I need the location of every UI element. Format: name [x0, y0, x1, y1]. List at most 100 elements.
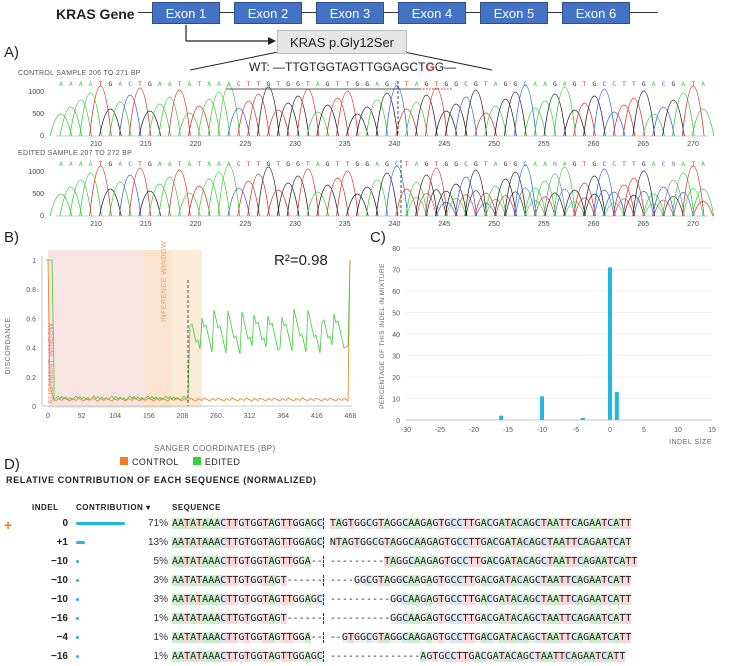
peak — [197, 98, 221, 137]
wt-suffix: G— — [434, 60, 457, 74]
secondary-peak — [584, 193, 605, 217]
b-y-tick: 0.4 — [26, 346, 36, 353]
base-letter: T — [197, 161, 201, 168]
peak — [148, 103, 171, 137]
base-letter: A — [375, 161, 379, 168]
peak — [178, 192, 201, 217]
table-row[interactable]: −10 3% AATATAAACTTGTGGTAGT------ ----GGCGT… — [0, 572, 742, 590]
table-row[interactable]: −10 5% AATATAAACTTGTGGTAGTTGGA-- ---------… — [0, 553, 742, 571]
peak — [662, 179, 685, 217]
peak — [484, 185, 507, 217]
secondary-peak — [515, 187, 536, 217]
panel-b-label: B) — [4, 229, 19, 246]
x-tick: 250 — [488, 221, 500, 228]
indel-bar — [608, 267, 612, 420]
contribution-percent: 13% — [148, 537, 169, 548]
base-letter: A — [79, 81, 83, 88]
base-letter: G — [286, 81, 290, 88]
peak — [434, 190, 458, 217]
c-x-tick: -30 — [401, 427, 411, 434]
table-row[interactable]: −16 1% AATATAAACTTGTGGTAGTTGGAGC ---------… — [0, 648, 742, 666]
peak — [326, 97, 349, 137]
peak — [237, 180, 260, 217]
secondary-peak — [643, 203, 664, 217]
base-letter: G — [286, 161, 290, 168]
table-row[interactable]: 0 71% AATATAAACTTGTGGTAGTTGGAGC TAGTGGCGTA… — [0, 515, 742, 533]
contribution-bar — [76, 522, 125, 525]
base-letter: T — [484, 161, 488, 168]
base-letter: G — [365, 81, 369, 88]
exon-6: Exon 6 — [562, 2, 630, 24]
peak — [306, 191, 330, 217]
b-x-tick: 0 — [46, 413, 50, 420]
c-x-tick: 10 — [674, 427, 682, 434]
peak — [326, 177, 349, 217]
col-contribution[interactable]: CONTRIBUTION ▾ — [76, 503, 151, 512]
peak — [276, 182, 300, 217]
c-x-tick: -15 — [503, 427, 513, 434]
base-letter: G — [296, 81, 300, 88]
x-tick: 235 — [339, 221, 351, 228]
base-letter: C — [237, 81, 241, 88]
contribution-percent: 1% — [153, 651, 168, 662]
peak — [672, 92, 695, 137]
contribution-bar — [76, 636, 79, 639]
base-letter: A — [227, 161, 231, 168]
base-letter: A — [494, 81, 498, 88]
x-tick: 220 — [190, 141, 202, 148]
base-letter: A — [681, 81, 685, 88]
indel-value: −10 — [51, 594, 68, 605]
table-row[interactable]: +1 13% AATATAAACTTGTGGTAGTTGGAGC NTAGTGGCG… — [0, 534, 742, 552]
base-letter: C — [237, 161, 241, 168]
edited-series-line — [46, 259, 351, 401]
base-letter: A — [168, 161, 172, 168]
peak — [49, 113, 73, 137]
panel-d-label: D) — [4, 456, 20, 473]
peak — [79, 92, 102, 137]
x-tick: 245 — [438, 221, 450, 228]
indel-value: −10 — [51, 556, 68, 567]
peak — [49, 193, 73, 217]
contribution-percent: 3% — [153, 575, 168, 586]
base-letter: C — [523, 161, 527, 168]
peak — [612, 184, 636, 217]
c-x-tick: 0 — [608, 427, 612, 434]
secondary-peak — [594, 190, 615, 217]
peak — [217, 84, 241, 137]
base-letter: G — [326, 81, 330, 88]
secondary-peak — [613, 198, 635, 217]
peak — [355, 106, 379, 137]
base-letter: G — [513, 81, 517, 88]
peak — [316, 104, 339, 137]
base-letter: T — [336, 81, 340, 88]
base-letter: G — [672, 81, 676, 88]
peak — [405, 101, 428, 137]
table-row[interactable]: −4 1% AATATAAACTTGTGGTAGTTGGA-- --GTGGCGTA… — [0, 629, 742, 647]
contribution-bar — [76, 598, 79, 601]
x-tick: 260 — [588, 221, 600, 228]
sort-down-icon[interactable]: ▾ — [146, 503, 151, 512]
d-title: RELATIVE CONTRIBUTION OF EACH SEQUENCE (… — [6, 475, 317, 485]
base-letter: A — [701, 81, 705, 88]
secondary-peak — [455, 194, 477, 217]
sequence-text: AATATAAACTTGTGGTAGTTGGA-- --GTGGCGTAGGCA… — [172, 632, 632, 643]
b-y-tick: 1 — [32, 258, 36, 265]
b-y-tick: 0.2 — [26, 375, 36, 382]
table-row[interactable]: −10 3% AATATAAACTTGTGGTAGTTGGAGC ---------… — [0, 591, 742, 609]
base-letter: T — [622, 161, 626, 168]
contribution-percent: 71% — [148, 518, 169, 529]
c-y-tick: 20 — [392, 375, 400, 382]
peak — [375, 172, 399, 217]
peak — [632, 90, 656, 137]
x-tick: 245 — [438, 141, 450, 148]
peak — [504, 91, 527, 137]
b-y-tick: 0.6 — [26, 316, 36, 323]
base-letter: C — [395, 161, 399, 168]
x-tick: 255 — [538, 141, 550, 148]
base-letter: A — [158, 81, 162, 88]
secondary-peak — [505, 191, 526, 217]
table-row[interactable]: −16 1% AATATAAACTTGTGGTAGT------ ---------… — [0, 610, 742, 628]
base-letter: T — [691, 161, 695, 168]
contribution-bar — [76, 617, 79, 620]
c-y-tick: 50 — [392, 311, 400, 318]
